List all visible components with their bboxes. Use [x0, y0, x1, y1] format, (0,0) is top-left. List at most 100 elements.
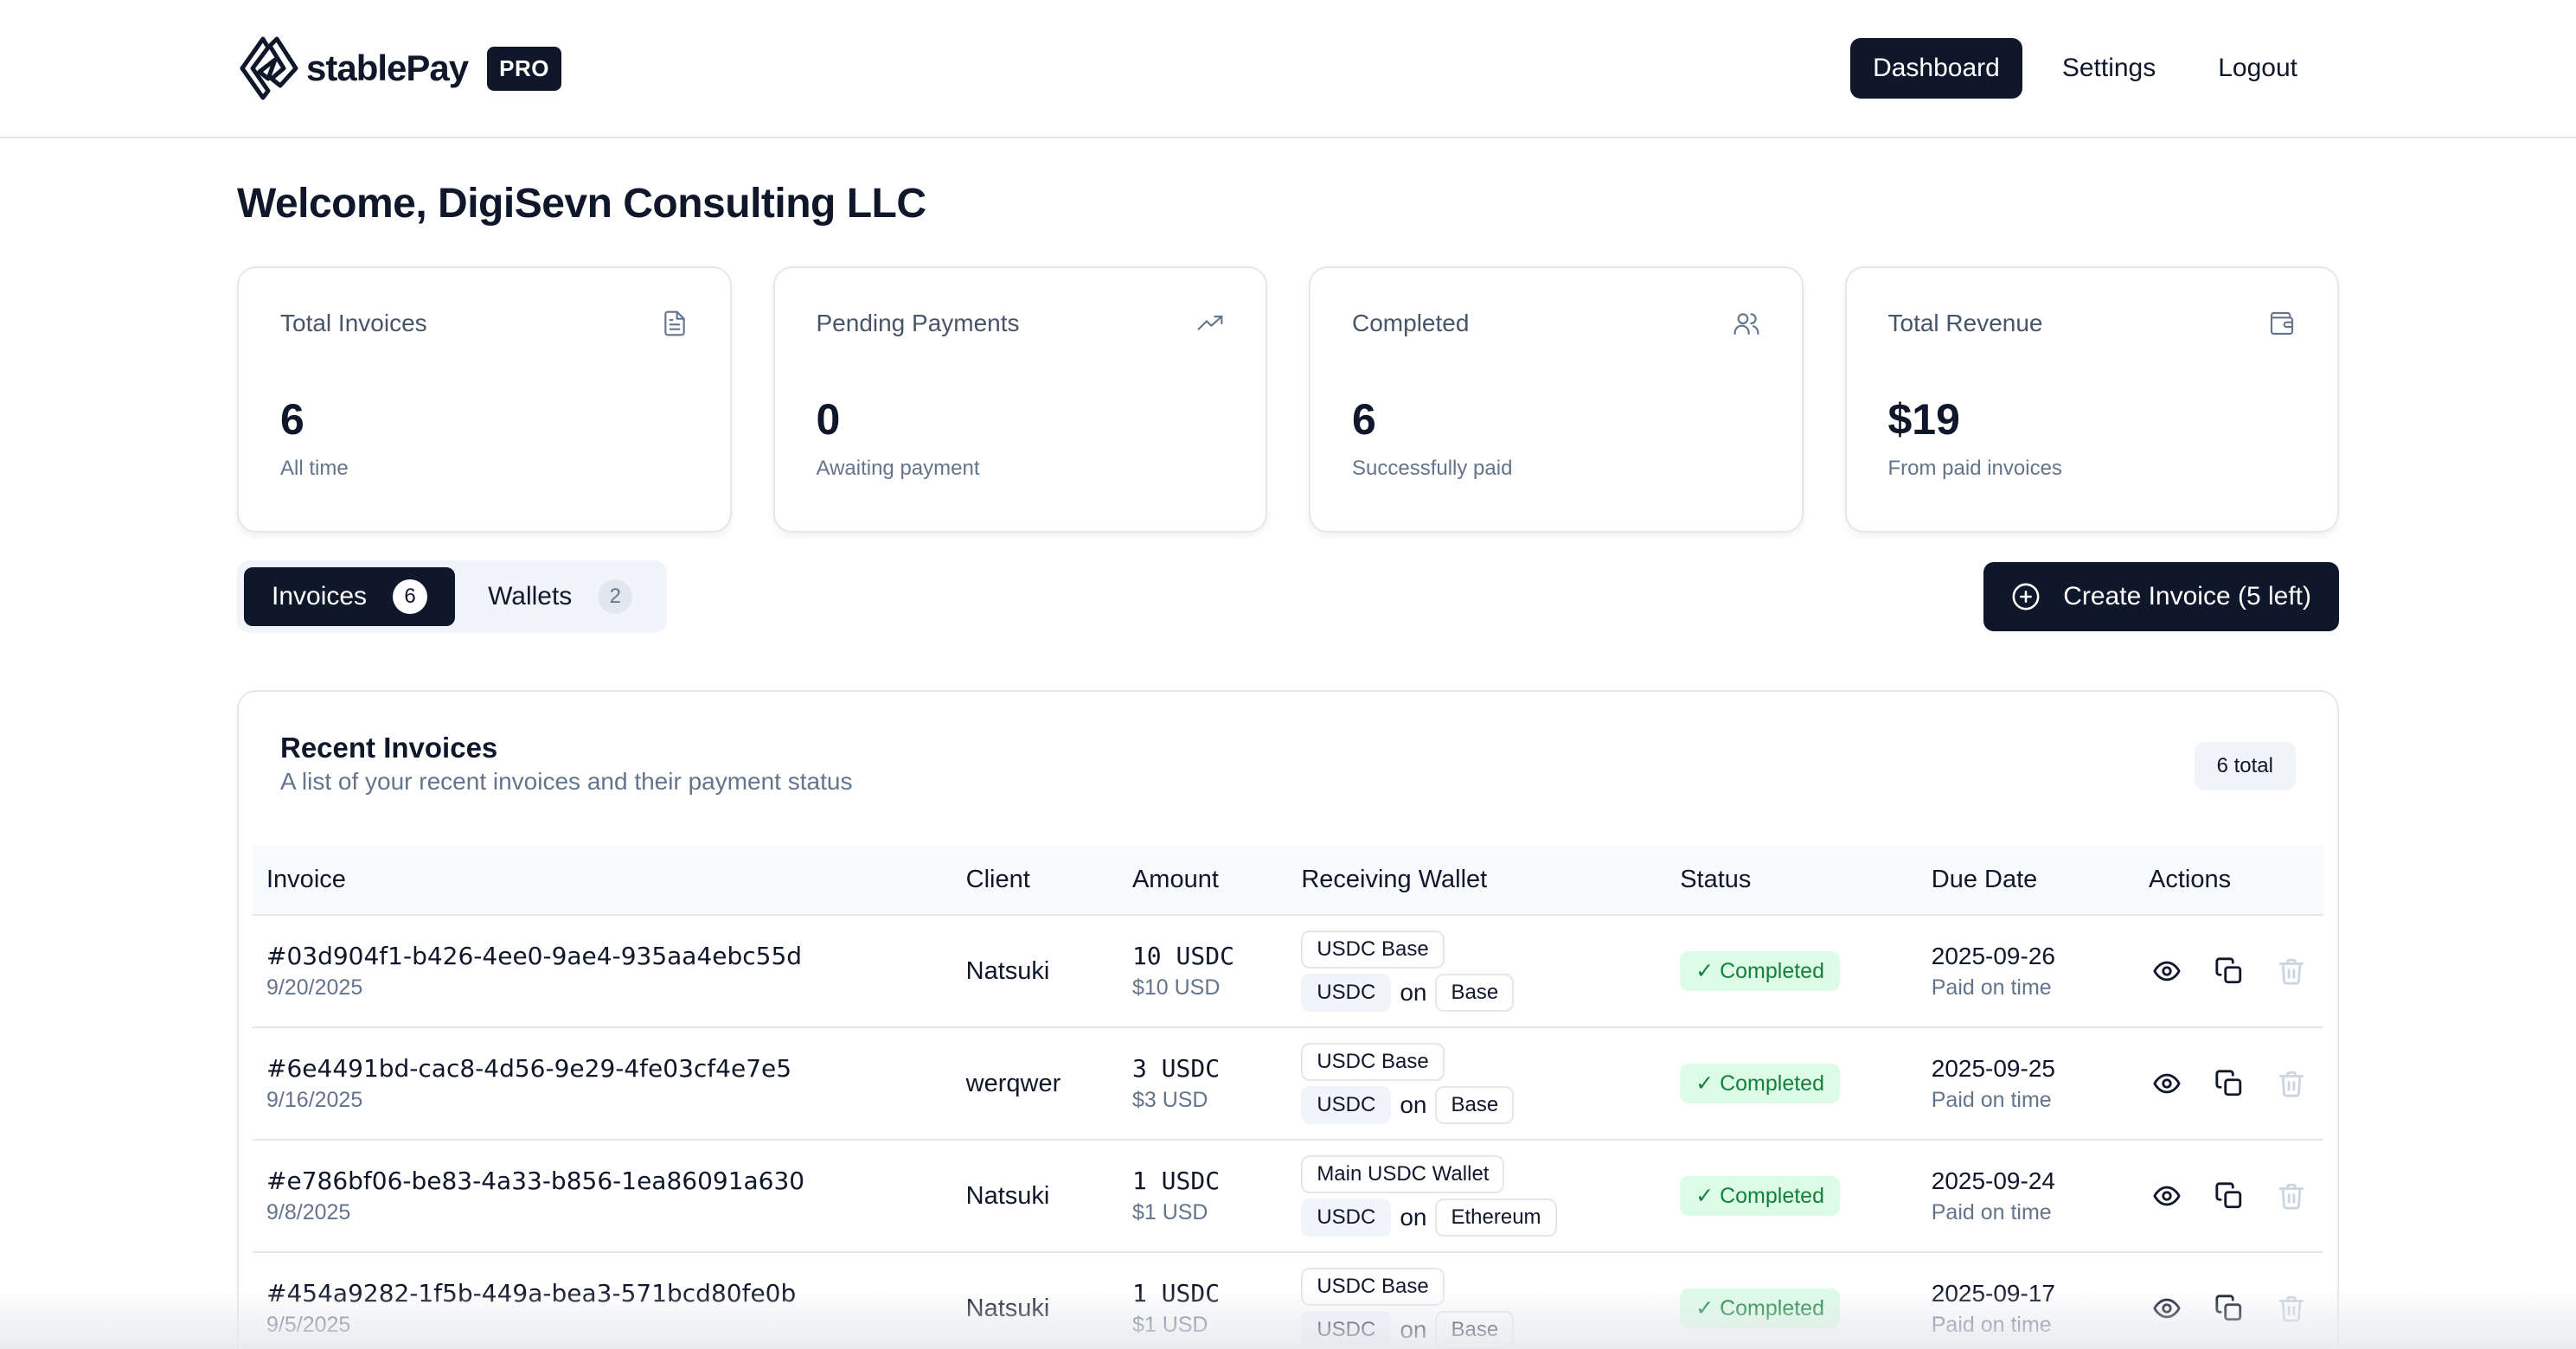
- tabs-row: Invoices 6 Wallets 2 Create Invoice (5 l…: [237, 560, 2339, 633]
- due-note: Paid on time: [1931, 1087, 2052, 1112]
- plus-circle-icon: [2012, 583, 2040, 611]
- invoice-date: 9/16/2025: [266, 1088, 363, 1112]
- create-invoice-button[interactable]: Create Invoice (5 left): [1983, 562, 2339, 631]
- copy-invoice-button[interactable]: [2211, 953, 2247, 989]
- column-header-due-date: Due Date: [1917, 846, 2135, 916]
- on-label: on: [1400, 1204, 1427, 1231]
- tab-list: Invoices 6 Wallets 2: [237, 560, 668, 633]
- stats-row: Total Invoices 6 All time Pending Paymen…: [237, 266, 2339, 533]
- due-date: 2025-09-25: [1931, 1054, 2055, 1082]
- invoice-id: #03d904f1-b426-4ee0-9ae4-935aa4ebc55d: [266, 942, 803, 970]
- tab-count-badge: 2: [598, 579, 633, 614]
- table-header-row: Invoice Client Amount Receiving Wallet S…: [253, 846, 2323, 916]
- token-chip: USDC: [1301, 974, 1392, 1012]
- invoice-id: #6e4491bd-cac8-4d56-9e29-4fe03cf4e7e5: [266, 1054, 792, 1083]
- eye-icon: [2153, 1073, 2181, 1094]
- trending-up-icon: [1197, 315, 1223, 330]
- stat-label: Total Invoices: [280, 310, 427, 336]
- tab-invoices[interactable]: Invoices 6: [244, 567, 456, 626]
- token-chip: USDC: [1301, 1199, 1392, 1237]
- network-chip: Ethereum: [1435, 1199, 1557, 1237]
- wallet-name-chip: USDC Base: [1301, 1043, 1445, 1081]
- copy-invoice-button[interactable]: [2211, 1290, 2247, 1327]
- recent-invoices-card: Recent Invoices A list of your recent in…: [237, 690, 2339, 1349]
- copy-invoice-button[interactable]: [2211, 1178, 2247, 1214]
- top-nav: Dashboard Settings Logout: [1850, 38, 2320, 99]
- invoice-id: #e786bf06-be83-4a33-b856-1ea86091a630: [266, 1167, 805, 1195]
- token-chip: USDC: [1301, 1311, 1392, 1349]
- create-invoice-label: Create Invoice (5 left): [2063, 582, 2311, 611]
- invoice-amount: 1 USDC: [1131, 1167, 1221, 1195]
- app-header: stablePay PRO Dashboard Settings Logout: [0, 0, 2576, 138]
- status-badge: ✓ Completed: [1680, 1064, 1840, 1103]
- delete-invoice-button[interactable]: [2273, 1290, 2310, 1327]
- nav-settings-button[interactable]: Settings: [2061, 54, 2156, 82]
- copy-icon: [2215, 1295, 2242, 1321]
- due-note: Paid on time: [1931, 1312, 2052, 1337]
- column-header-status: Status: [1666, 846, 1918, 916]
- table-row: #e786bf06-be83-4a33-b856-1ea86091a630 9/…: [253, 1140, 2323, 1253]
- invoice-id: #454a9282-1f5b-449a-bea3-571bcd80fe0b: [266, 1279, 797, 1307]
- invoice-client: Natsuki: [952, 1140, 1118, 1253]
- on-label: on: [1400, 979, 1427, 1006]
- nav-logout-button[interactable]: Logout: [2218, 54, 2297, 82]
- stat-label: Pending Payments: [816, 310, 1020, 336]
- nav-dashboard-button[interactable]: Dashboard: [1850, 38, 2022, 99]
- invoice-date: 9/5/2025: [266, 1313, 351, 1337]
- table-row: #03d904f1-b426-4ee0-9ae4-935aa4ebc55d 9/…: [253, 915, 2323, 1028]
- network-chip: Base: [1435, 974, 1515, 1012]
- logo[interactable]: stablePay: [237, 34, 469, 103]
- pro-badge: PRO: [487, 46, 561, 91]
- stat-sub: Awaiting payment: [816, 457, 980, 480]
- eye-icon: [2153, 961, 2181, 981]
- on-label: on: [1400, 1091, 1427, 1118]
- invoice-amount-usd: $10 USD: [1131, 975, 1221, 1000]
- eye-icon: [2153, 1186, 2181, 1206]
- view-invoice-button[interactable]: [2149, 1065, 2185, 1102]
- brand: stablePay PRO: [237, 34, 561, 103]
- stat-card-total-revenue: Total Revenue $19 From paid invoices: [1844, 266, 2339, 533]
- copy-invoice-button[interactable]: [2211, 1065, 2247, 1102]
- stat-value: 0: [816, 395, 841, 444]
- invoice-date: 9/8/2025: [266, 1200, 351, 1224]
- status-badge: ✓ Completed: [1680, 951, 1840, 991]
- wallet-icon: [2270, 311, 2294, 336]
- stat-label: Completed: [1352, 310, 1470, 336]
- tab-label: Invoices: [272, 582, 368, 611]
- invoice-amount: 1 USDC: [1131, 1279, 1221, 1307]
- invoices-table: Invoice Client Amount Receiving Wallet S…: [253, 846, 2323, 1349]
- stat-value: $19: [1887, 395, 1960, 444]
- stat-value: 6: [280, 395, 304, 444]
- column-header-invoice: Invoice: [253, 846, 952, 916]
- table-row: #6e4491bd-cac8-4d56-9e29-4fe03cf4e7e5 9/…: [253, 1027, 2323, 1141]
- view-invoice-button[interactable]: [2149, 953, 2185, 989]
- tab-wallets[interactable]: Wallets 2: [460, 567, 660, 626]
- stat-label: Total Revenue: [1887, 310, 2043, 336]
- eye-icon: [2153, 1298, 2181, 1319]
- invoice-amount: 10 USDC: [1131, 942, 1234, 970]
- delete-invoice-button[interactable]: [2273, 1065, 2310, 1102]
- stat-sub: From paid invoices: [1887, 457, 2062, 480]
- wallet-name-chip: USDC Base: [1301, 1268, 1445, 1306]
- view-invoice-button[interactable]: [2149, 1178, 2185, 1214]
- page-title: Welcome, DigiSevn Consulting LLC: [237, 181, 926, 227]
- view-invoice-button[interactable]: [2149, 1290, 2185, 1327]
- stat-card-total-invoices: Total Invoices 6 All time: [237, 266, 732, 533]
- token-chip: USDC: [1301, 1086, 1392, 1124]
- card-title: Recent Invoices: [280, 732, 498, 764]
- users-icon: [1733, 313, 1759, 336]
- total-count-badge: 6 total: [2194, 742, 2296, 790]
- trash-icon: [2278, 1183, 2304, 1210]
- brand-name: stablePay: [306, 48, 469, 88]
- invoice-date: 9/20/2025: [266, 975, 363, 1000]
- stablepay-logo-icon: [240, 36, 298, 100]
- invoice-client: werqwer: [952, 1027, 1118, 1141]
- stat-sub: Successfully paid: [1352, 457, 1513, 480]
- on-label: on: [1400, 1316, 1427, 1343]
- stat-sub: All time: [280, 457, 349, 480]
- invoice-amount-usd: $1 USD: [1131, 1313, 1208, 1337]
- status-badge: ✓ Completed: [1680, 1288, 1840, 1328]
- delete-invoice-button[interactable]: [2273, 953, 2310, 989]
- delete-invoice-button[interactable]: [2273, 1178, 2310, 1214]
- main-content: Welcome, DigiSevn Consulting LLC Total I…: [0, 138, 2576, 1349]
